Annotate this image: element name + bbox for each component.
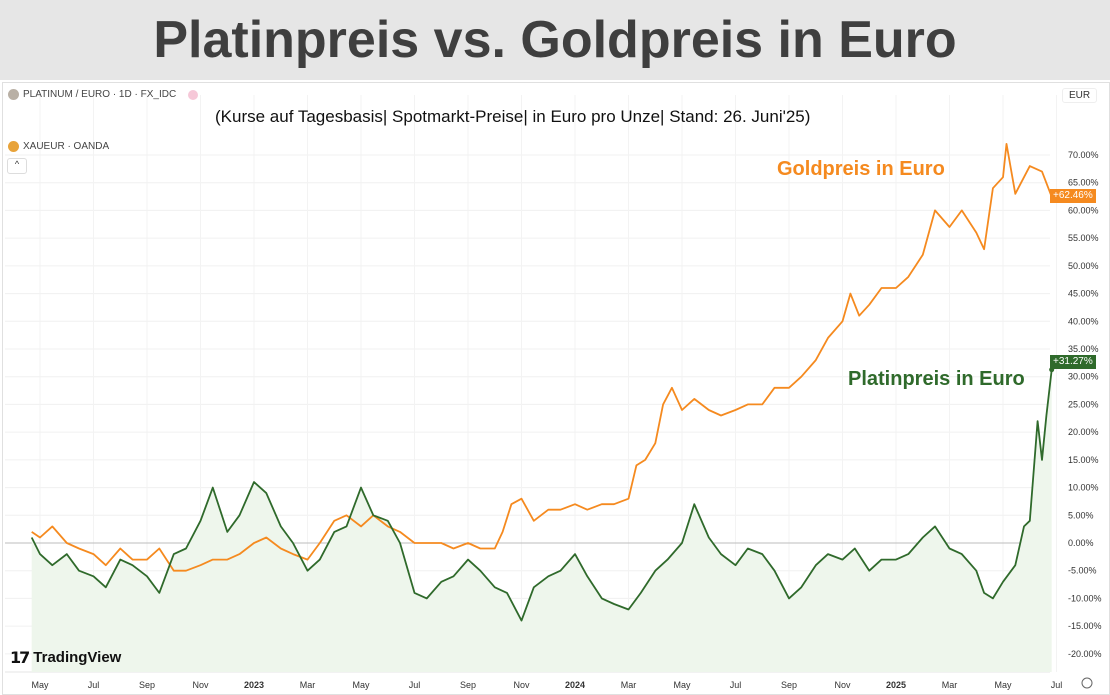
x-tick-label: May [31, 680, 49, 690]
x-tick-label: Jul [409, 680, 421, 690]
x-tick-label: Nov [513, 680, 530, 690]
y-tick-label: 10.00% [1068, 483, 1099, 493]
x-tick-label: May [352, 680, 370, 690]
page-title: Platinpreis vs. Goldpreis in Euro [153, 11, 957, 69]
x-tick-label: Sep [460, 680, 476, 690]
tradingview-logo[interactable]: 17 TradingView [10, 648, 121, 667]
x-tick-label: May [673, 680, 691, 690]
x-tick-label: Nov [192, 680, 209, 690]
x-tick-label: Jul [730, 680, 742, 690]
y-tick-label: -20.00% [1068, 649, 1102, 659]
y-tick-label: 30.00% [1068, 372, 1099, 382]
y-tick-label: 15.00% [1068, 455, 1099, 465]
x-tick-label: May [994, 680, 1012, 690]
x-tick-label: Nov [834, 680, 851, 690]
platinum-area-fill [31, 369, 1052, 672]
y-tick-label: 40.00% [1068, 316, 1099, 326]
settings-icon[interactable] [1081, 677, 1093, 689]
platinum-line [30, 369, 1053, 622]
y-tick-label: 55.00% [1068, 233, 1099, 243]
market-closed-icon [188, 89, 199, 100]
y-tick-label: 0.00% [1068, 538, 1094, 548]
compare-symbol-label: XAUEUR · OANDA [23, 141, 110, 152]
y-tick-label: 65.00% [1068, 178, 1099, 188]
y-tick-label: 25.00% [1068, 399, 1099, 409]
y-tick-label: -5.00% [1068, 566, 1097, 576]
tradingview-logo-icon: 17 [10, 648, 30, 667]
platinum-last-value-badge: +31.27% [1050, 355, 1096, 369]
collapse-legend-button[interactable]: ^ [7, 158, 27, 174]
y-tick-label: 50.00% [1068, 261, 1099, 271]
y-tick-label: 5.00% [1068, 510, 1094, 520]
x-tick-label: Mar [621, 680, 637, 690]
gold-last-value-badge: +62.46% [1050, 189, 1096, 203]
y-tick-label: 45.00% [1068, 289, 1099, 299]
main-symbol-legend[interactable]: PLATINUM / EURO · 1D · FX_IDC [8, 89, 199, 100]
x-tick-label: Sep [139, 680, 155, 690]
y-tick-label: -10.00% [1068, 593, 1102, 603]
x-tick-label: Mar [300, 680, 316, 690]
gold-symbol-icon [8, 141, 19, 152]
compare-symbol-legend[interactable]: XAUEUR · OANDA [8, 141, 109, 152]
x-tick-label: 2023 [244, 680, 264, 690]
x-tick-label: Sep [781, 680, 797, 690]
title-bar: Platinpreis vs. Goldpreis in Euro [0, 0, 1110, 80]
gold-annotation: Goldpreis in Euro [777, 158, 945, 180]
x-tick-label: Jul [1051, 680, 1063, 690]
x-tick-label: Mar [942, 680, 958, 690]
main-symbol-label: PLATINUM / EURO · 1D · FX_IDC [23, 89, 177, 100]
gold-line [31, 143, 1053, 572]
y-tick-label: 35.00% [1068, 344, 1099, 354]
x-tick-label: 2024 [565, 680, 585, 690]
x-tick-label: Jul [88, 680, 100, 690]
platinum-annotation: Platinpreis in Euro [848, 368, 1025, 390]
y-tick-label: 60.00% [1068, 205, 1099, 215]
y-tick-label: -15.00% [1068, 621, 1102, 631]
tradingview-brand: TradingView [33, 649, 122, 666]
y-tick-label: 20.00% [1068, 427, 1099, 437]
y-tick-label: 70.00% [1068, 150, 1099, 160]
currency-selector[interactable]: EUR [1062, 88, 1098, 103]
platinum-symbol-icon [8, 89, 19, 100]
subtitle: (Kurse auf Tagesbasis| Spotmarkt-Preise|… [215, 107, 811, 126]
x-tick-label: 2025 [886, 680, 906, 690]
